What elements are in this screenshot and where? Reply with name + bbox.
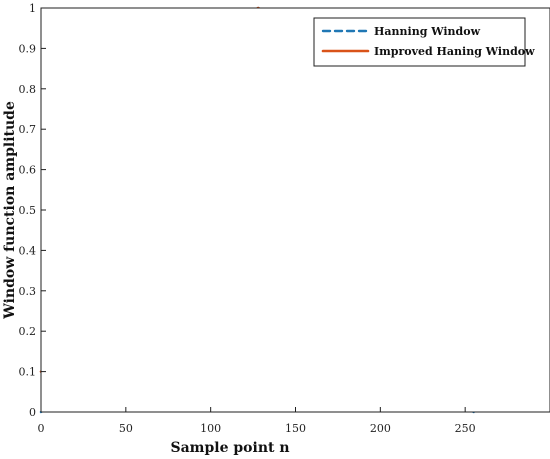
axes-layer: 0 50 100 150 200 250 0 0.1 0.2 0.3 0.4 0.5 0.6 0.7 0.8… (19, 2, 550, 435)
legend-label-improved-haning-window: Improved Haning Window (374, 45, 535, 58)
y-tick-label: 0.7 (19, 123, 37, 136)
y-tick-label: 0.2 (19, 325, 37, 338)
y-tick-label: 1 (29, 2, 36, 15)
x-tick-label: 200 (370, 422, 391, 435)
x-tick-label: 0 (38, 422, 45, 435)
y-tick-label: 0.3 (19, 285, 37, 298)
y-tick-label: 0.8 (19, 83, 37, 96)
x-tick-label: 50 (119, 422, 133, 435)
y-tick-label: 0 (29, 406, 36, 419)
legend-label-hanning-window: Hanning Window (374, 25, 481, 38)
x-tick-label: 100 (200, 422, 221, 435)
y-tick-label: 0.5 (19, 204, 37, 217)
y-tick-label: 0.9 (19, 42, 37, 55)
x-tick-label: 150 (285, 422, 306, 435)
x-tick-label: 250 (455, 422, 476, 435)
y-axis-label: Window function amplitude (2, 101, 18, 320)
y-tick-label: 0.1 (19, 366, 37, 379)
y-tick-label: 0.4 (19, 244, 37, 257)
legend: Hanning Window Improved Haning Window (313, 17, 535, 67)
x-axis-label: Sample point n (170, 440, 289, 456)
y-tick-label: 0.6 (19, 164, 37, 177)
plot-area (40, 7, 550, 413)
legend-box (313, 17, 526, 67)
